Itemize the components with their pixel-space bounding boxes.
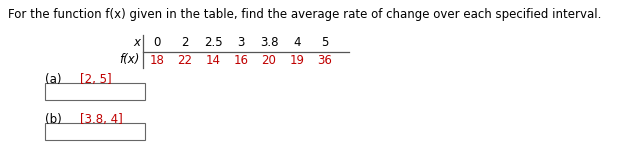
Text: 2: 2 bbox=[181, 37, 189, 50]
Text: 0: 0 bbox=[153, 37, 160, 50]
Text: 19: 19 bbox=[290, 53, 304, 67]
Text: f(x): f(x) bbox=[120, 53, 140, 67]
Text: x: x bbox=[133, 37, 140, 50]
Text: 3.8: 3.8 bbox=[260, 37, 278, 50]
Bar bbox=[45, 83, 145, 100]
Bar bbox=[45, 123, 145, 140]
Text: 3: 3 bbox=[237, 37, 245, 50]
Text: For the function f(x) given in the table, find the average rate of change over e: For the function f(x) given in the table… bbox=[8, 8, 602, 21]
Text: 36: 36 bbox=[318, 53, 332, 67]
Text: 14: 14 bbox=[205, 53, 221, 67]
Text: [2, 5]: [2, 5] bbox=[80, 73, 112, 86]
Text: 4: 4 bbox=[294, 37, 301, 50]
Text: 2.5: 2.5 bbox=[204, 37, 223, 50]
Text: (b): (b) bbox=[45, 112, 61, 126]
Text: 5: 5 bbox=[321, 37, 328, 50]
Text: 18: 18 bbox=[150, 53, 164, 67]
Text: 20: 20 bbox=[262, 53, 276, 67]
Text: 22: 22 bbox=[178, 53, 193, 67]
Text: (a): (a) bbox=[45, 73, 61, 86]
Text: 16: 16 bbox=[233, 53, 249, 67]
Text: [3.8, 4]: [3.8, 4] bbox=[80, 112, 123, 126]
